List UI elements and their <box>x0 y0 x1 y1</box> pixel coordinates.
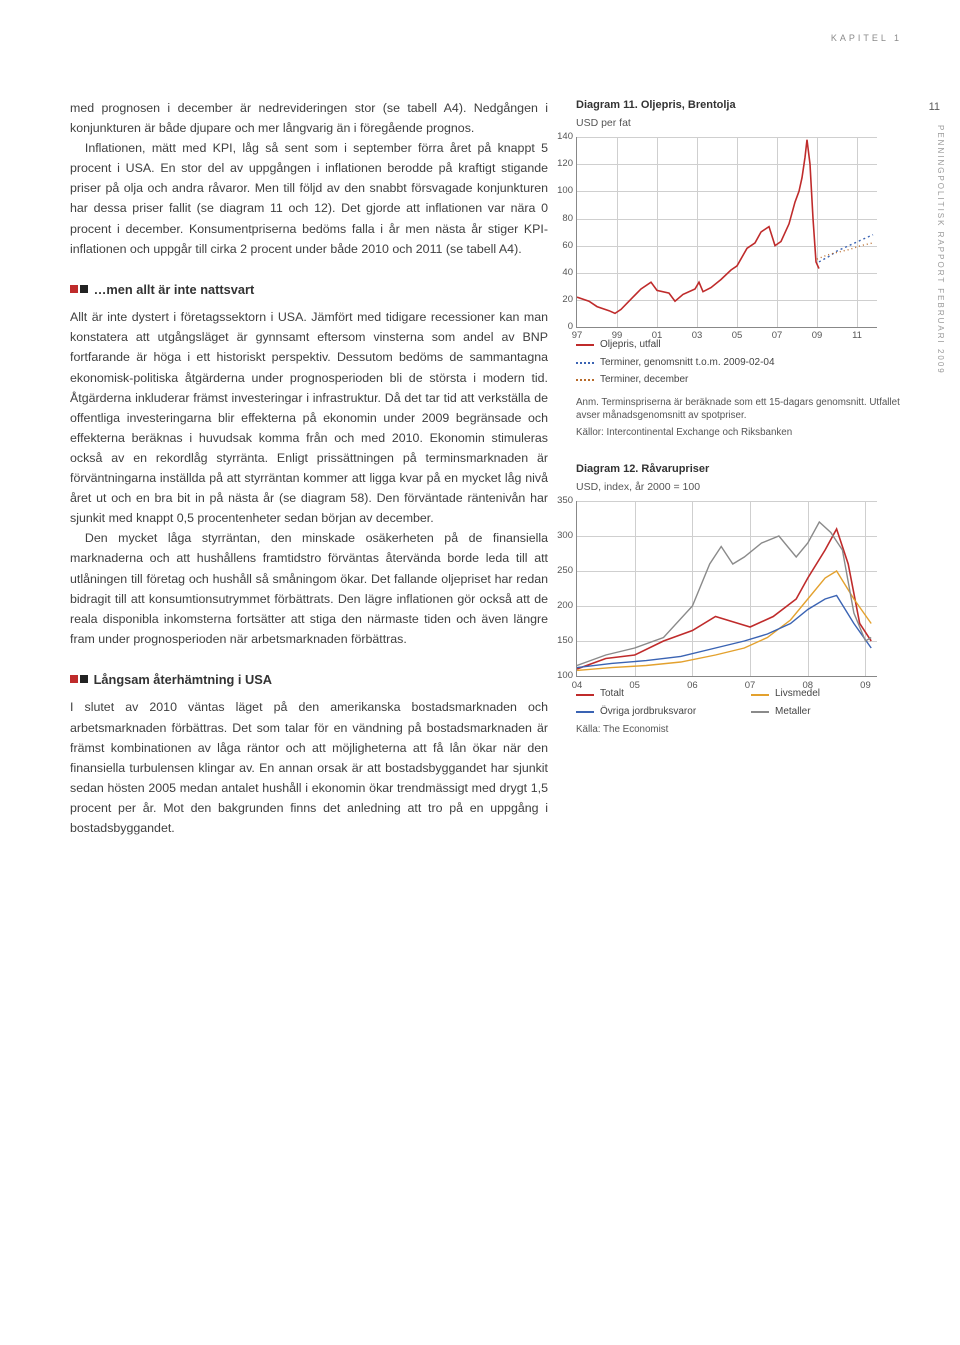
x-axis-tick-label: 01 <box>652 329 663 343</box>
chart-note: Anm. Terminspriserna är beräknade som et… <box>576 396 908 422</box>
paragraph: med prognosen i december är nedreviderin… <box>70 98 548 138</box>
chart-plot-area: 100150200250300350040506070809 <box>576 501 877 677</box>
chart-series-line <box>819 235 873 262</box>
side-charts-column: Diagram 11. Oljepris, Brentolja USD per … <box>576 98 908 838</box>
paragraph: I slutet av 2010 väntas läget på den ame… <box>70 697 548 838</box>
chart-series-line <box>577 522 871 666</box>
legend-label: Metaller <box>775 705 811 720</box>
legend-swatch-icon <box>576 711 594 713</box>
chart-oil-price: Diagram 11. Oljepris, Brentolja USD per … <box>576 98 908 440</box>
chart-series-line <box>817 243 873 259</box>
legend-label: Totalt <box>600 687 624 702</box>
legend-label: Livsmedel <box>775 687 820 702</box>
subheading-text: …men allt är inte nattsvart <box>94 282 255 297</box>
chart-title: Diagram 11. Oljepris, Brentolja <box>576 98 908 114</box>
x-axis-tick-label: 07 <box>745 679 756 693</box>
y-axis-tick-label: 250 <box>549 565 573 579</box>
subheading-text: Långsam återhämtning i USA <box>94 672 272 687</box>
legend-label: Terminer, december <box>600 373 688 388</box>
legend-swatch-icon <box>751 694 769 696</box>
chart-legend: Totalt Livsmedel Övriga jordbruksvaror Meta… <box>576 687 908 719</box>
y-axis-tick-label: 40 <box>549 266 573 280</box>
chart-subtitle: USD, index, år 2000 = 100 <box>576 480 908 495</box>
legend-item: Metaller <box>751 705 908 720</box>
legend-item: Terminer, genomsnitt t.o.m. 2009-02-04 <box>576 356 908 371</box>
x-axis-tick-label: 11 <box>852 329 862 343</box>
x-axis-tick-label: 08 <box>802 679 813 693</box>
x-axis-tick-label: 05 <box>732 329 743 343</box>
x-axis-tick-label: 07 <box>772 329 783 343</box>
x-axis-tick-label: 99 <box>612 329 623 343</box>
legend-label: Övriga jordbruksvaror <box>600 705 696 720</box>
legend-swatch-icon <box>576 362 594 364</box>
square-marker-icon <box>80 675 88 683</box>
paragraph: Allt är inte dystert i företagssektorn i… <box>70 307 548 528</box>
x-axis-tick-label: 04 <box>572 679 583 693</box>
chart-title: Diagram 12. Råvarupriser <box>576 462 908 478</box>
chart-commodity-prices: Diagram 12. Råvarupriser USD, index, år … <box>576 462 908 737</box>
x-axis-tick-label: 03 <box>692 329 703 343</box>
y-axis-tick-label: 200 <box>549 600 573 614</box>
chart-series-line <box>577 140 819 314</box>
legend-item: Totalt <box>576 687 733 702</box>
paragraph: Den mycket låga styrräntan, den minskade… <box>70 528 548 649</box>
subheading: …men allt är inte nattsvart <box>70 281 548 300</box>
square-marker-icon <box>80 285 88 293</box>
legend-item: Övriga jordbruksvaror <box>576 705 733 720</box>
subheading: Långsam återhämtning i USA <box>70 671 548 690</box>
legend-swatch-icon <box>576 379 594 381</box>
legend-item: Terminer, december <box>576 373 908 388</box>
chart-source: Källa: The Economist <box>576 723 908 737</box>
chart-plot-area: 0204060801001201409799010305070911 <box>576 137 877 328</box>
y-axis-tick-label: 20 <box>549 293 573 307</box>
chart-sources: Källor: Intercontinental Exchange och Ri… <box>576 426 908 440</box>
y-axis-tick-label: 120 <box>549 157 573 171</box>
report-side-label: PENNINGPOLITISK RAPPORT FEBRUARI 2009 <box>934 125 946 375</box>
x-axis-tick-label: 05 <box>629 679 640 693</box>
legend-label: Terminer, genomsnitt t.o.m. 2009-02-04 <box>600 356 775 371</box>
x-axis-tick-label: 97 <box>572 329 583 343</box>
chart-series-line <box>577 571 871 670</box>
chapter-label: KAPITEL 1 <box>831 32 902 45</box>
y-axis-tick-label: 300 <box>549 530 573 544</box>
legend-item: Livsmedel <box>751 687 908 702</box>
y-axis-tick-label: 60 <box>549 239 573 253</box>
y-axis-tick-label: 80 <box>549 212 573 226</box>
page-number: 11 <box>929 100 940 116</box>
chart-subtitle: USD per fat <box>576 116 908 131</box>
legend-swatch-icon <box>576 694 594 696</box>
main-text-column: med prognosen i december är nedreviderin… <box>70 98 548 838</box>
y-axis-tick-label: 0 <box>549 320 573 334</box>
square-marker-icon <box>70 675 78 683</box>
y-axis-tick-label: 150 <box>549 635 573 649</box>
chart-legend: Oljepris, utfallTerminer, genomsnitt t.o… <box>576 338 908 388</box>
square-marker-icon <box>70 285 78 293</box>
y-axis-tick-label: 350 <box>549 495 573 509</box>
y-axis-tick-label: 100 <box>549 185 573 199</box>
paragraph: Inflationen, mätt med KPI, låg så sent s… <box>70 138 548 259</box>
y-axis-tick-label: 140 <box>549 130 573 144</box>
legend-swatch-icon <box>751 711 769 713</box>
legend-swatch-icon <box>576 344 594 346</box>
x-axis-tick-label: 09 <box>812 329 823 343</box>
x-axis-tick-label: 06 <box>687 679 698 693</box>
y-axis-tick-label: 100 <box>549 670 573 684</box>
x-axis-tick-label: 09 <box>860 679 871 693</box>
